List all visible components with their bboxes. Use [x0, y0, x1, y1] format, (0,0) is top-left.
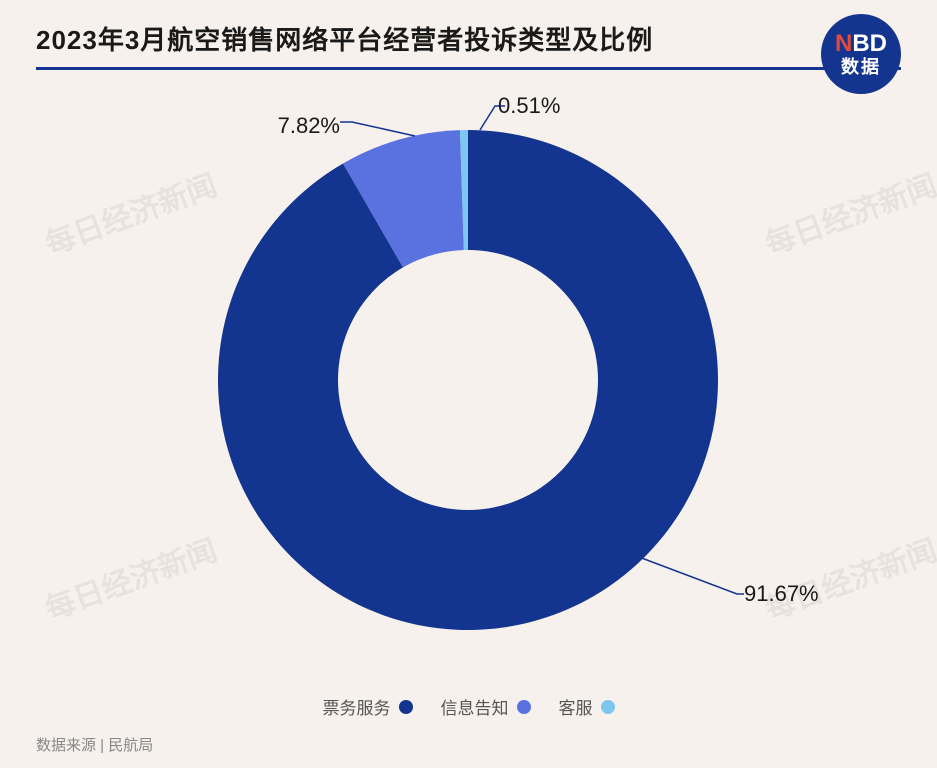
donut-hole	[338, 250, 598, 510]
legend-label: 客服	[559, 694, 593, 719]
leader-line	[639, 557, 744, 594]
leader-line	[340, 122, 415, 136]
data-source: 数据来源 | 民航局	[36, 734, 153, 755]
legend-swatch	[399, 700, 413, 714]
legend-item: 客服	[559, 694, 615, 719]
legend-swatch	[601, 700, 615, 714]
legend-label: 信息告知	[441, 694, 509, 719]
chart-canvas: 2023年3月航空销售网络平台经营者投诉类型及比例 NBD 数据 票务服务信息告…	[0, 0, 937, 768]
slice-label: 7.82%	[278, 113, 340, 139]
legend-swatch	[517, 700, 531, 714]
legend-item: 信息告知	[441, 694, 531, 719]
donut-chart	[0, 0, 937, 768]
slice-label: 91.67%	[744, 581, 819, 607]
legend: 票务服务 信息告知 客服	[0, 694, 937, 719]
donut-svg	[0, 0, 937, 768]
slice-label: 0.51%	[498, 93, 560, 119]
legend-label: 票务服务	[323, 694, 391, 719]
legend-item: 票务服务	[323, 694, 413, 719]
